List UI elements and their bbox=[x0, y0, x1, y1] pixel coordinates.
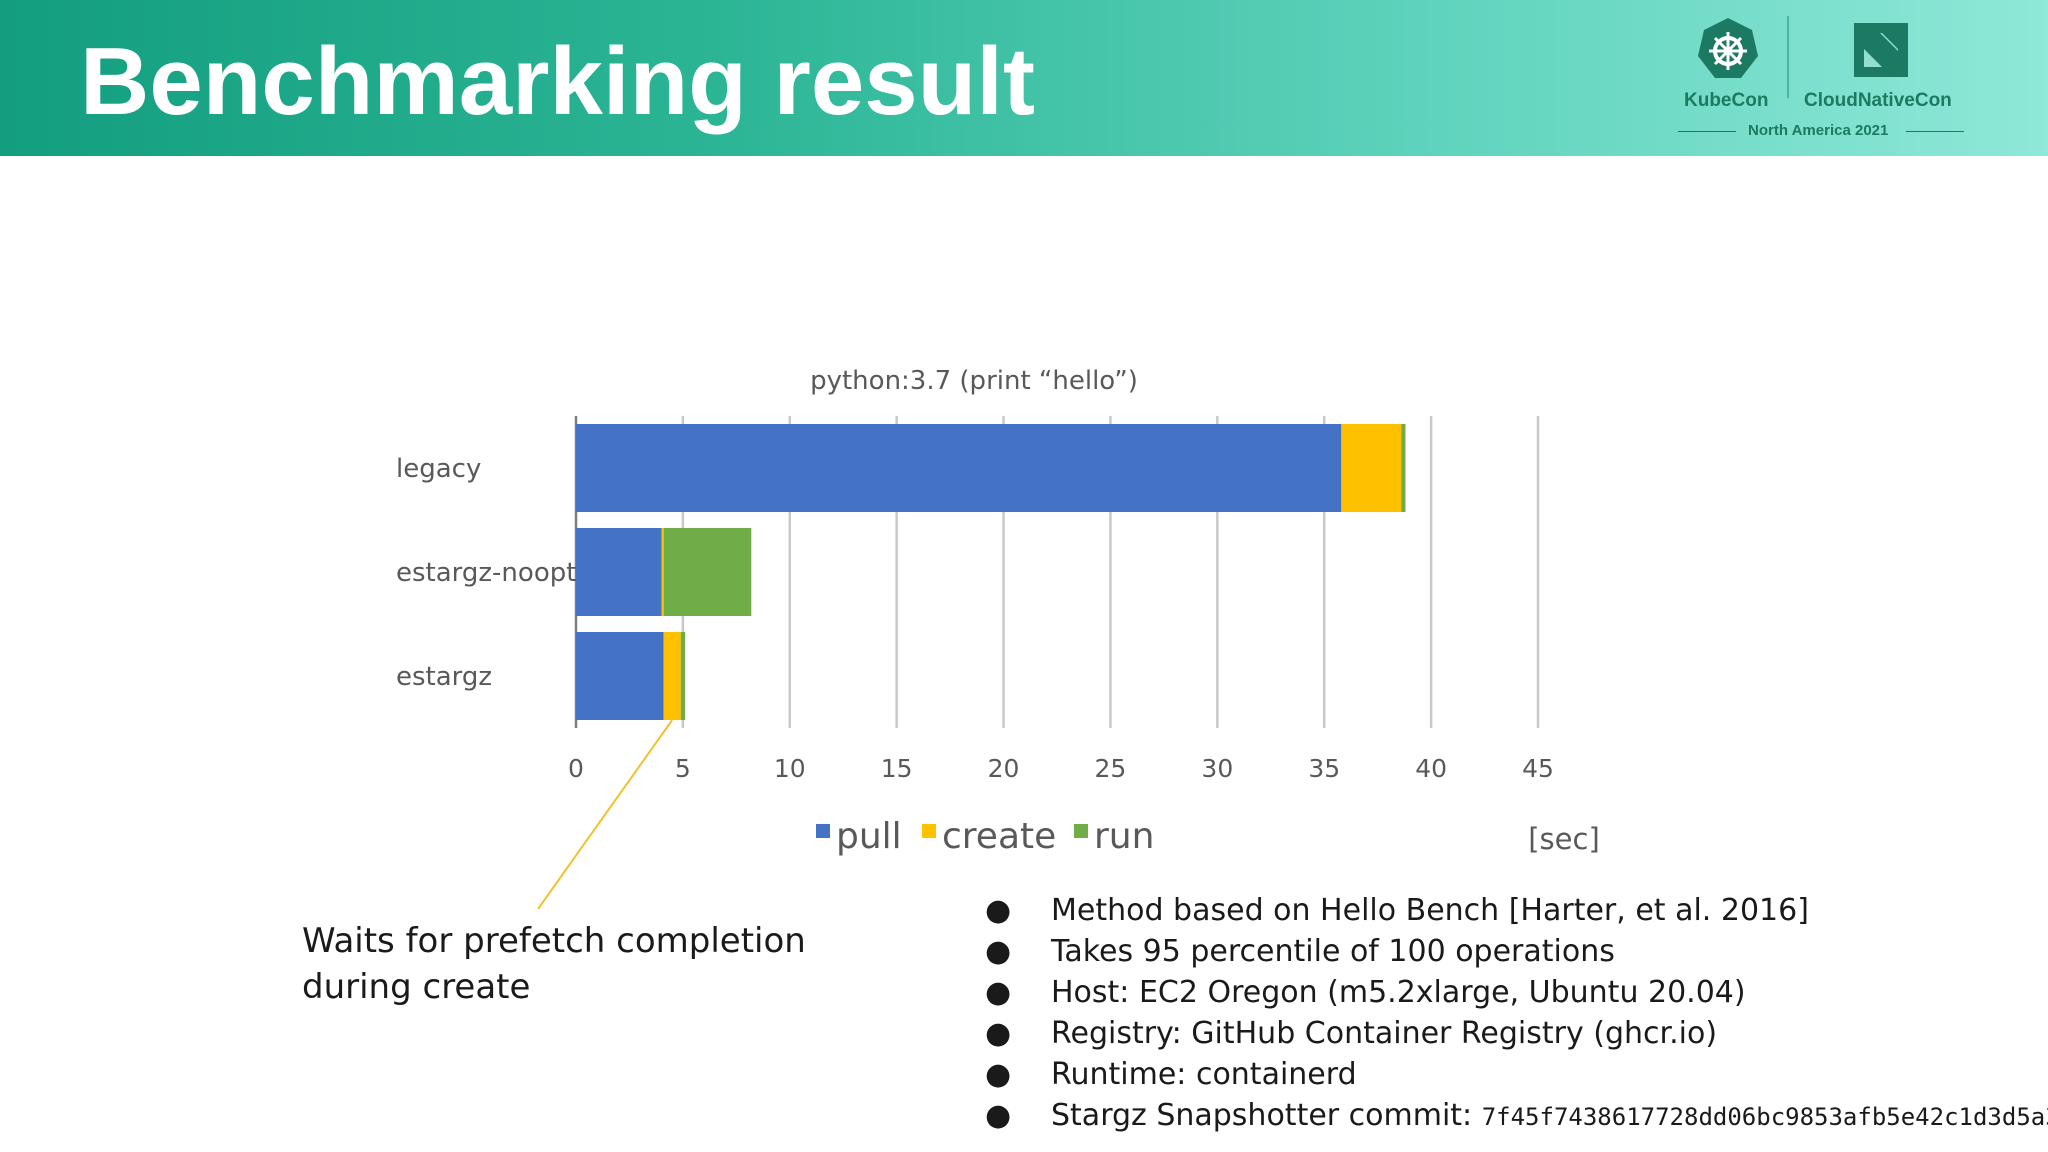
tick-label: 15 bbox=[881, 754, 913, 783]
tick-label: 35 bbox=[1308, 754, 1340, 783]
legend-swatch-pull bbox=[816, 824, 830, 838]
callout-line-1: Waits for prefetch completion bbox=[302, 921, 806, 961]
note-text: Takes 95 percentile of 100 operations bbox=[1051, 934, 1615, 969]
subtitle-rule-right bbox=[1906, 131, 1964, 132]
slide-title: Benchmarking result bbox=[80, 28, 1035, 135]
event-subtitle: North America 2021 bbox=[1748, 122, 1889, 139]
tick-label: 45 bbox=[1522, 754, 1554, 783]
legend-swatch-create bbox=[922, 824, 936, 838]
kubernetes-helm-icon bbox=[1698, 18, 1758, 78]
subtitle-rule-left bbox=[1678, 131, 1736, 132]
tick-label: 40 bbox=[1415, 754, 1447, 783]
bar-run bbox=[680, 632, 686, 720]
note-text: Host: EC2 Oregon (m5.2xlarge, Ubuntu 20.… bbox=[1051, 975, 1746, 1010]
legend-swatch-run bbox=[1074, 824, 1088, 838]
axis-unit-label: [sec] bbox=[1528, 822, 1600, 856]
note-text: Runtime: containerd bbox=[1051, 1057, 1357, 1092]
category-label: estargz-noopt bbox=[396, 558, 576, 588]
header-banner: Benchmarking result KubeCon CloudNativeC… bbox=[0, 0, 2048, 156]
callout-line-2: during create bbox=[302, 967, 531, 1007]
bar-pull bbox=[576, 632, 664, 720]
cncf-icon bbox=[1854, 23, 1908, 77]
kubecon-logo: KubeCon CloudNativeCon North America 202… bbox=[1670, 14, 1970, 144]
category-label: legacy bbox=[396, 454, 481, 484]
tick-label: 30 bbox=[1201, 754, 1233, 783]
commit-label: Stargz Snapshotter commit: bbox=[1051, 1098, 1482, 1133]
note-text: Method based on Hello Bench [Harter, et … bbox=[1051, 893, 1809, 928]
bar-create bbox=[1341, 424, 1402, 512]
cloudnativecon-label: CloudNativeCon bbox=[1804, 90, 1952, 111]
tick-label: 5 bbox=[675, 754, 691, 783]
tick-label: 20 bbox=[988, 754, 1020, 783]
bullet-icon: ● bbox=[985, 1057, 1012, 1092]
chart-title: python:3.7 (print “hello”) bbox=[810, 366, 1138, 396]
tick-label: 25 bbox=[1095, 754, 1127, 783]
bar-create bbox=[661, 528, 664, 616]
event-subtitle-row: North America 2021 bbox=[1678, 122, 1964, 142]
legend-label: pull bbox=[836, 816, 902, 857]
commit-hash: 7f45f7438617728dd06bc9853afb5e42c1d3d5a3 bbox=[1481, 1103, 2048, 1131]
bullet-icon: ● bbox=[985, 1098, 1012, 1133]
logo-divider bbox=[1787, 16, 1789, 98]
prefetch-callout: Waits for prefetch completion during cre… bbox=[302, 918, 806, 1010]
bullet-icon: ● bbox=[985, 975, 1012, 1010]
bar-create bbox=[663, 632, 681, 720]
bar-run bbox=[1401, 424, 1406, 512]
tick-label: 0 bbox=[568, 754, 584, 783]
bar-pull bbox=[576, 528, 662, 616]
tick-label: 10 bbox=[774, 754, 806, 783]
bar-run bbox=[663, 528, 752, 616]
legend-label: run bbox=[1094, 816, 1154, 857]
bar-pull bbox=[576, 424, 1342, 512]
callout-connector bbox=[537, 719, 674, 910]
note-text: Registry: GitHub Container Registry (ghc… bbox=[1051, 1016, 1718, 1051]
kubecon-label: KubeCon bbox=[1684, 90, 1769, 111]
bullet-icon: ● bbox=[985, 1016, 1012, 1051]
legend-label: create bbox=[942, 816, 1056, 857]
category-label: estargz bbox=[396, 662, 492, 692]
note-text: Stargz Snapshotter commit: 7f45f74386177… bbox=[1051, 1095, 2048, 1138]
bullet-icon: ● bbox=[985, 934, 1012, 969]
bullet-icon: ● bbox=[985, 893, 1012, 928]
